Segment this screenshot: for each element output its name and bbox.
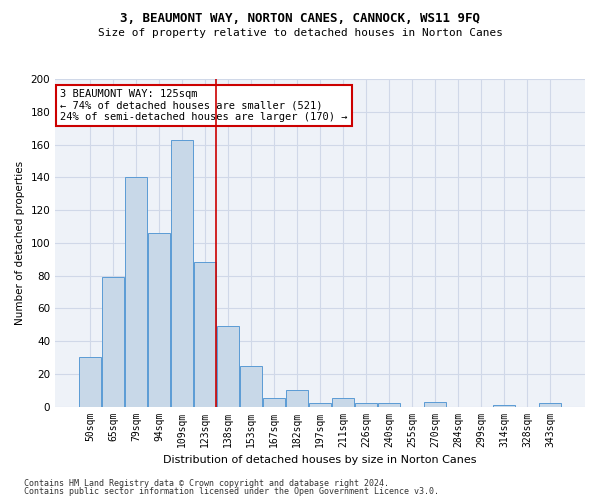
Bar [217, 326, 239, 406]
Text: Size of property relative to detached houses in Norton Canes: Size of property relative to detached ho… [97, 28, 503, 38]
X-axis label: Distribution of detached houses by size in Norton Canes: Distribution of detached houses by size … [163, 455, 477, 465]
Bar [378, 404, 400, 406]
Bar [309, 404, 331, 406]
Bar [240, 366, 262, 406]
Bar [102, 277, 124, 406]
Bar [79, 358, 101, 406]
Text: Contains public sector information licensed under the Open Government Licence v3: Contains public sector information licen… [24, 487, 439, 496]
Bar [355, 404, 377, 406]
Text: Contains HM Land Registry data © Crown copyright and database right 2024.: Contains HM Land Registry data © Crown c… [24, 478, 389, 488]
Bar [148, 233, 170, 406]
Text: 3, BEAUMONT WAY, NORTON CANES, CANNOCK, WS11 9FQ: 3, BEAUMONT WAY, NORTON CANES, CANNOCK, … [120, 12, 480, 26]
Bar [286, 390, 308, 406]
Bar [125, 178, 147, 406]
Bar [493, 405, 515, 406]
Text: 3 BEAUMONT WAY: 125sqm
← 74% of detached houses are smaller (521)
24% of semi-de: 3 BEAUMONT WAY: 125sqm ← 74% of detached… [61, 89, 348, 122]
Bar [332, 398, 354, 406]
Y-axis label: Number of detached properties: Number of detached properties [15, 160, 25, 325]
Bar [539, 404, 561, 406]
Bar [171, 140, 193, 406]
Bar [424, 402, 446, 406]
Bar [263, 398, 285, 406]
Bar [194, 262, 216, 406]
